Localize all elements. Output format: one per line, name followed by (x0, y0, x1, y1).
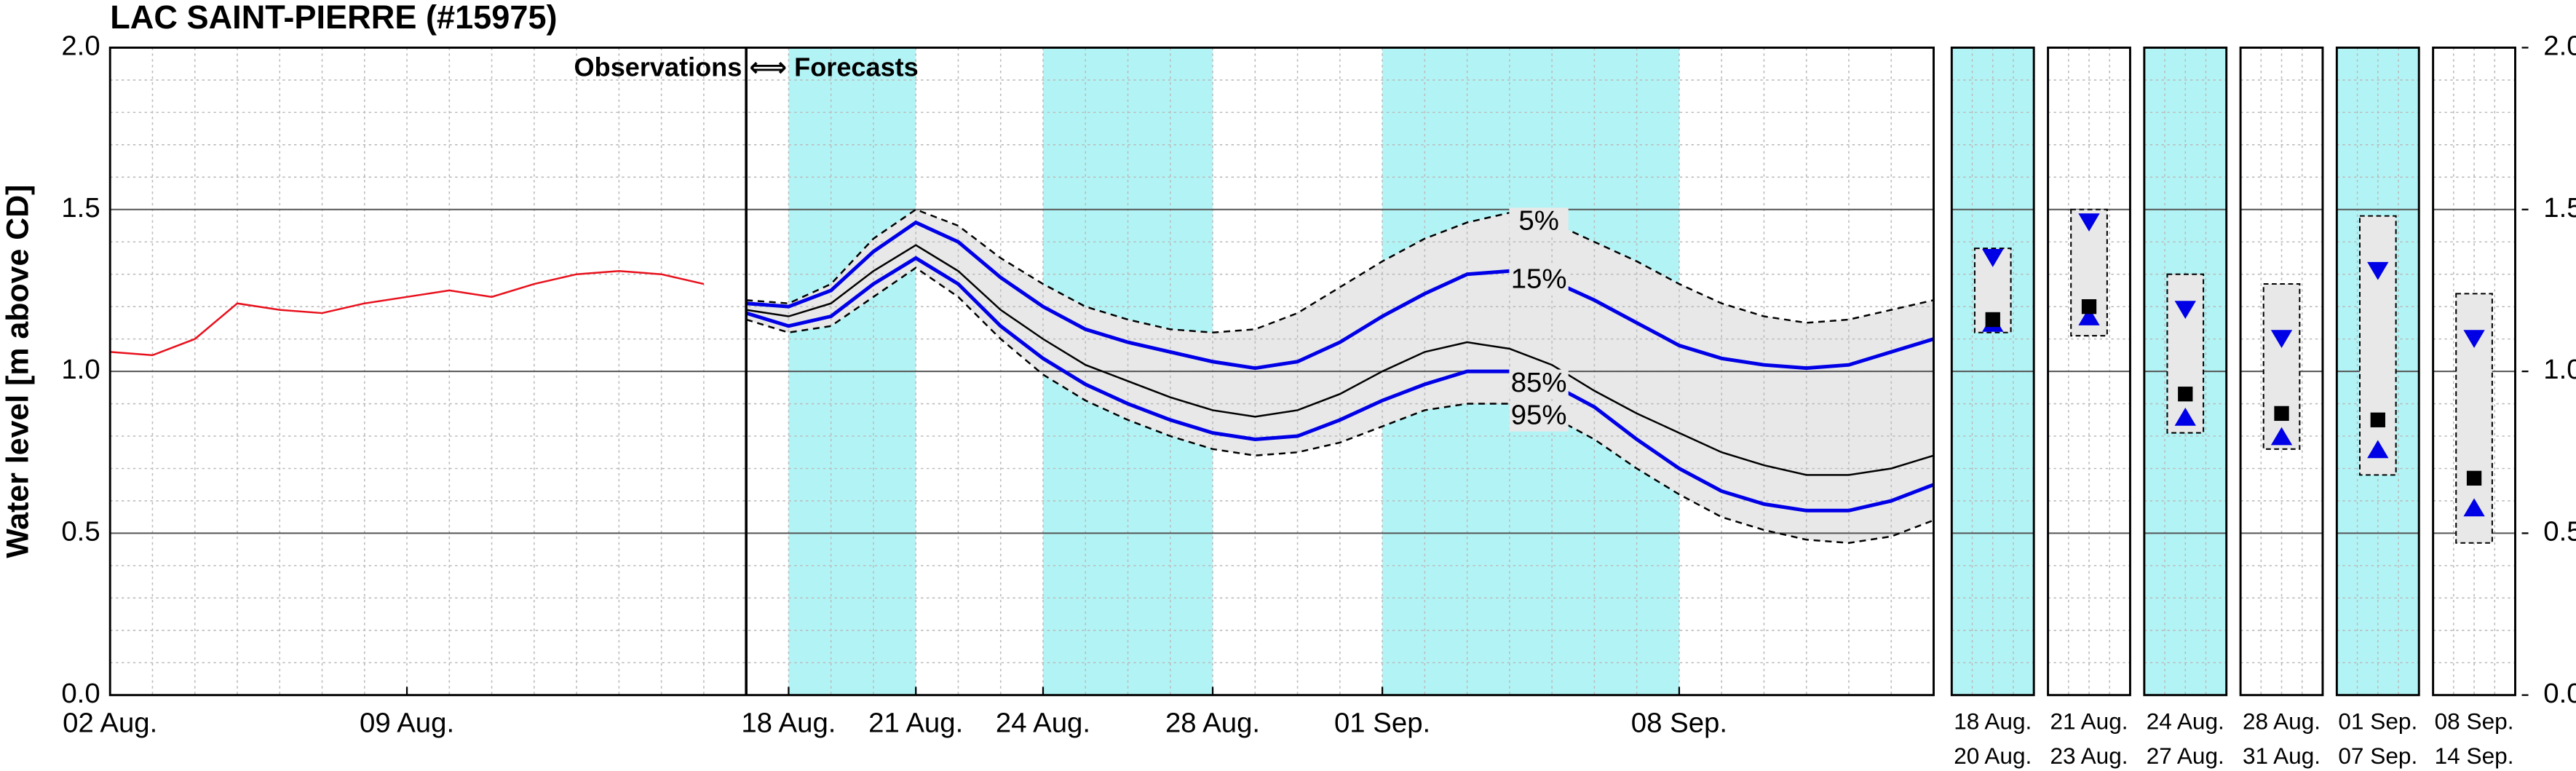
range-box (2358, 215, 2397, 476)
y2-tick-label: 0.5 (2543, 516, 2576, 547)
y-tick-label: 1.5 (61, 192, 100, 224)
series-line (746, 208, 1934, 333)
median-marker (2178, 387, 2193, 402)
median-marker (2370, 412, 2385, 427)
p15-marker (2078, 213, 2100, 232)
series-label: 95% (1511, 399, 1567, 430)
p85-marker (2463, 498, 2485, 517)
panel-frame (1950, 46, 2035, 697)
y2-tick-label: 0.0 (2543, 678, 2576, 709)
x-tick-label: 24 Aug. (996, 707, 1090, 738)
chart-title: LAC SAINT-PIERRE (#15975) (110, 0, 557, 36)
panel-start-label: 01 Sep. (2338, 708, 2417, 734)
p85-marker (2367, 440, 2389, 459)
p15-marker (2174, 301, 2196, 320)
x-tick-label: 21 Aug. (868, 707, 963, 738)
annotation: Observations ⟺ Forecasts (574, 52, 919, 82)
range-box (2262, 283, 2301, 450)
panel-start-label: 18 Aug. (1954, 708, 2032, 734)
x-tick-label: 18 Aug. (741, 707, 836, 738)
median-marker (2274, 406, 2289, 422)
series-line (745, 266, 1934, 544)
y2-tick-label: 1.5 (2543, 192, 2576, 224)
series-line (110, 270, 705, 357)
series-line (745, 244, 1934, 476)
p15-marker (2270, 330, 2293, 349)
p85-marker (2078, 307, 2100, 325)
plot-frame (108, 46, 1935, 697)
y-tick-label: 0.5 (61, 516, 100, 547)
series-label: 85% (1511, 367, 1567, 398)
label-gap (1509, 402, 1569, 432)
y2-tick-label: 1.0 (2543, 354, 2576, 385)
series-label: 5% (1518, 205, 1558, 237)
panel-frame (2432, 46, 2516, 697)
median-marker (2466, 470, 2482, 486)
x-tick-label: 08 Sep. (1631, 707, 1727, 738)
panel-start-label: 24 Aug. (2147, 708, 2224, 734)
p15-marker (2367, 261, 2389, 280)
y-axis-label: Water level [m above CD] (0, 185, 35, 558)
y-tick-label: 1.0 (61, 354, 100, 385)
panel-end-label: 23 Aug. (2050, 743, 2128, 769)
panel-end-label: 07 Sep. (2338, 743, 2417, 769)
label-gap (1509, 369, 1569, 400)
panel-frame (2143, 46, 2228, 697)
y-tick-label: 2.0 (61, 31, 100, 62)
panel-start-label: 08 Sep. (2435, 708, 2514, 734)
p85-marker (2270, 427, 2293, 446)
panel-end-label: 27 Aug. (2147, 743, 2224, 769)
label-gap (1509, 207, 1569, 237)
panel-end-label: 14 Sep. (2435, 743, 2514, 769)
p85-marker (2174, 407, 2196, 426)
y-tick-label: 0.0 (61, 678, 100, 709)
panel-end-label: 20 Aug. (1954, 743, 2032, 769)
x-tick-label: 28 Aug. (1165, 707, 1260, 738)
label-gap (1509, 266, 1569, 296)
range-box (2166, 273, 2205, 434)
panel-frame (2335, 46, 2420, 697)
p15-marker (2463, 330, 2485, 349)
y2-tick-label: 2.0 (2543, 31, 2576, 62)
panel-end-label: 31 Aug. (2243, 743, 2321, 769)
x-tick-label: 01 Sep. (1334, 707, 1430, 738)
panel-start-label: 21 Aug. (2050, 708, 2128, 734)
panel-start-label: 28 Aug. (2243, 708, 2321, 734)
median-marker (2081, 299, 2097, 315)
x-tick-label: 02 Aug. (63, 707, 157, 738)
series-line (745, 256, 1935, 513)
p15-marker (1982, 249, 2004, 267)
x-tick-label: 09 Aug. (360, 707, 454, 738)
panel-frame (2047, 46, 2131, 697)
series-label: 15% (1511, 264, 1567, 295)
median-marker (1985, 312, 2000, 328)
series-line (745, 220, 1935, 371)
panel-frame (2239, 46, 2324, 697)
